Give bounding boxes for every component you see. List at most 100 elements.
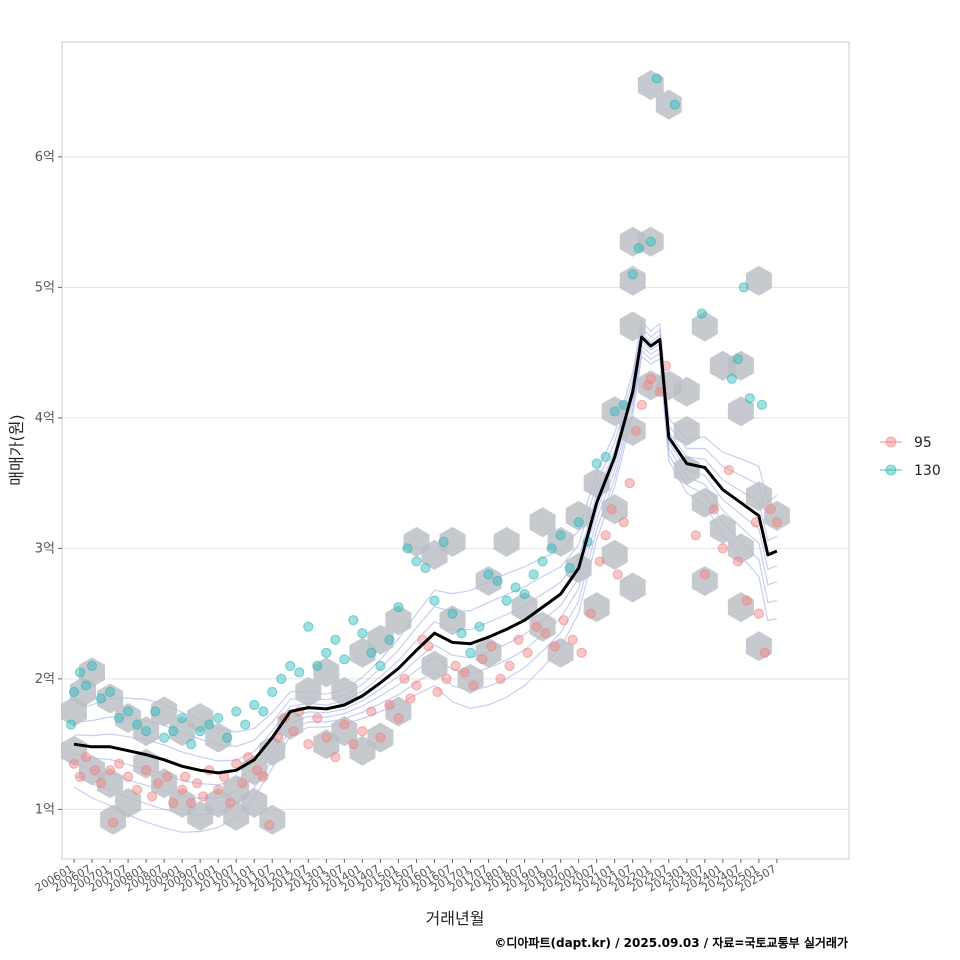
hexbin-cell	[601, 539, 628, 570]
data-point-130	[573, 517, 584, 528]
hexbin-cell	[529, 611, 556, 642]
data-point-95	[759, 647, 770, 658]
hexbin-cell	[745, 265, 772, 296]
data-point-130	[86, 660, 98, 671]
hexbin-cell	[133, 716, 160, 747]
data-point-130	[330, 634, 341, 645]
hexbin-cell	[565, 500, 592, 531]
data-point-95	[624, 478, 635, 489]
hexbin-cell	[529, 507, 556, 538]
data-point-95	[585, 608, 596, 619]
data-point-130	[483, 569, 494, 580]
data-point-130	[113, 712, 125, 724]
data-point-95	[213, 784, 224, 795]
data-point-95	[630, 425, 641, 437]
data-point-95	[186, 797, 197, 808]
legend-label-130: 130	[914, 463, 941, 479]
hexbin-cell	[205, 722, 232, 753]
data-point-95	[393, 712, 404, 724]
data-point-130	[186, 739, 197, 750]
data-point-130	[438, 536, 449, 547]
data-point-95	[339, 719, 350, 730]
data-point-95	[80, 752, 92, 763]
data-point-95	[375, 732, 386, 743]
data-point-95	[441, 673, 452, 684]
data-point-130	[303, 621, 314, 632]
y-tick-label: 4억	[35, 411, 55, 426]
data-point-95	[357, 725, 368, 737]
data-point-95	[732, 556, 743, 567]
y-tick-label: 6억	[35, 150, 55, 165]
data-point-95	[741, 595, 752, 606]
data-point-130	[168, 725, 179, 737]
data-point-130	[669, 99, 680, 110]
data-point-95	[122, 771, 134, 782]
data-point-95	[330, 752, 341, 763]
data-point-95	[558, 615, 569, 626]
data-point-130	[195, 725, 206, 737]
hexbin-cell	[385, 696, 412, 727]
data-point-95	[162, 771, 173, 782]
data-point-130	[312, 660, 323, 671]
data-point-130	[131, 719, 143, 730]
data-point-95	[264, 819, 275, 831]
hexbin-cell	[655, 89, 682, 120]
data-point-130	[528, 569, 539, 580]
y-axis-title: 매매가(원)	[7, 414, 26, 485]
data-point-95	[612, 569, 623, 580]
hexbin-cell	[457, 663, 484, 694]
data-point-95	[141, 765, 152, 776]
data-point-130	[537, 556, 548, 567]
data-point-95	[312, 712, 323, 724]
data-point-130	[402, 543, 413, 554]
x-axis-ticks: 2006012006072007012007072008012008072009…	[33, 859, 778, 895]
data-point-95	[576, 647, 587, 658]
data-point-130	[240, 719, 251, 730]
hexbin-cell	[100, 804, 127, 835]
data-point-95	[771, 517, 783, 528]
hexbin-cell	[151, 768, 178, 799]
data-point-95	[366, 706, 377, 717]
data-point-130	[95, 693, 107, 704]
contour-line	[73, 355, 777, 833]
hexbin-cell	[601, 396, 628, 427]
hexbin-cell	[97, 768, 124, 799]
data-point-130	[68, 686, 80, 698]
hexbin-cell	[583, 468, 610, 499]
data-point-95	[180, 771, 191, 782]
data-point-95	[177, 784, 188, 795]
x-axis-title: 거래년월	[426, 909, 485, 928]
data-point-95	[468, 680, 479, 691]
data-point-95	[198, 791, 209, 802]
data-point-95	[131, 784, 143, 795]
data-point-95	[321, 732, 332, 743]
hexbin-cell	[619, 265, 646, 296]
data-point-95	[540, 628, 551, 639]
hexbin-cell	[367, 624, 394, 655]
data-point-130	[447, 608, 458, 619]
hexbin-cell	[763, 500, 790, 531]
data-point-95	[258, 771, 269, 782]
data-point-130	[150, 706, 161, 717]
data-point-130	[231, 706, 242, 717]
data-point-95	[708, 504, 719, 515]
data-point-130	[510, 582, 521, 593]
data-point-95	[411, 680, 422, 691]
data-point-130	[249, 699, 260, 711]
hexbin-cell	[493, 526, 520, 557]
hexbin-cell	[547, 526, 574, 557]
data-point-130	[258, 706, 269, 717]
hexbin-cell	[709, 513, 736, 544]
data-point-95	[600, 530, 611, 541]
data-point-130	[141, 725, 152, 737]
data-point-130	[384, 634, 395, 645]
data-point-95	[606, 504, 617, 515]
data-point-130	[519, 588, 530, 600]
data-point-95	[765, 504, 777, 515]
data-point-95	[618, 517, 629, 528]
hexbin-cell	[475, 566, 502, 596]
data-point-130	[222, 732, 233, 743]
data-point-95	[432, 686, 443, 698]
hexbin-cell	[727, 396, 754, 427]
